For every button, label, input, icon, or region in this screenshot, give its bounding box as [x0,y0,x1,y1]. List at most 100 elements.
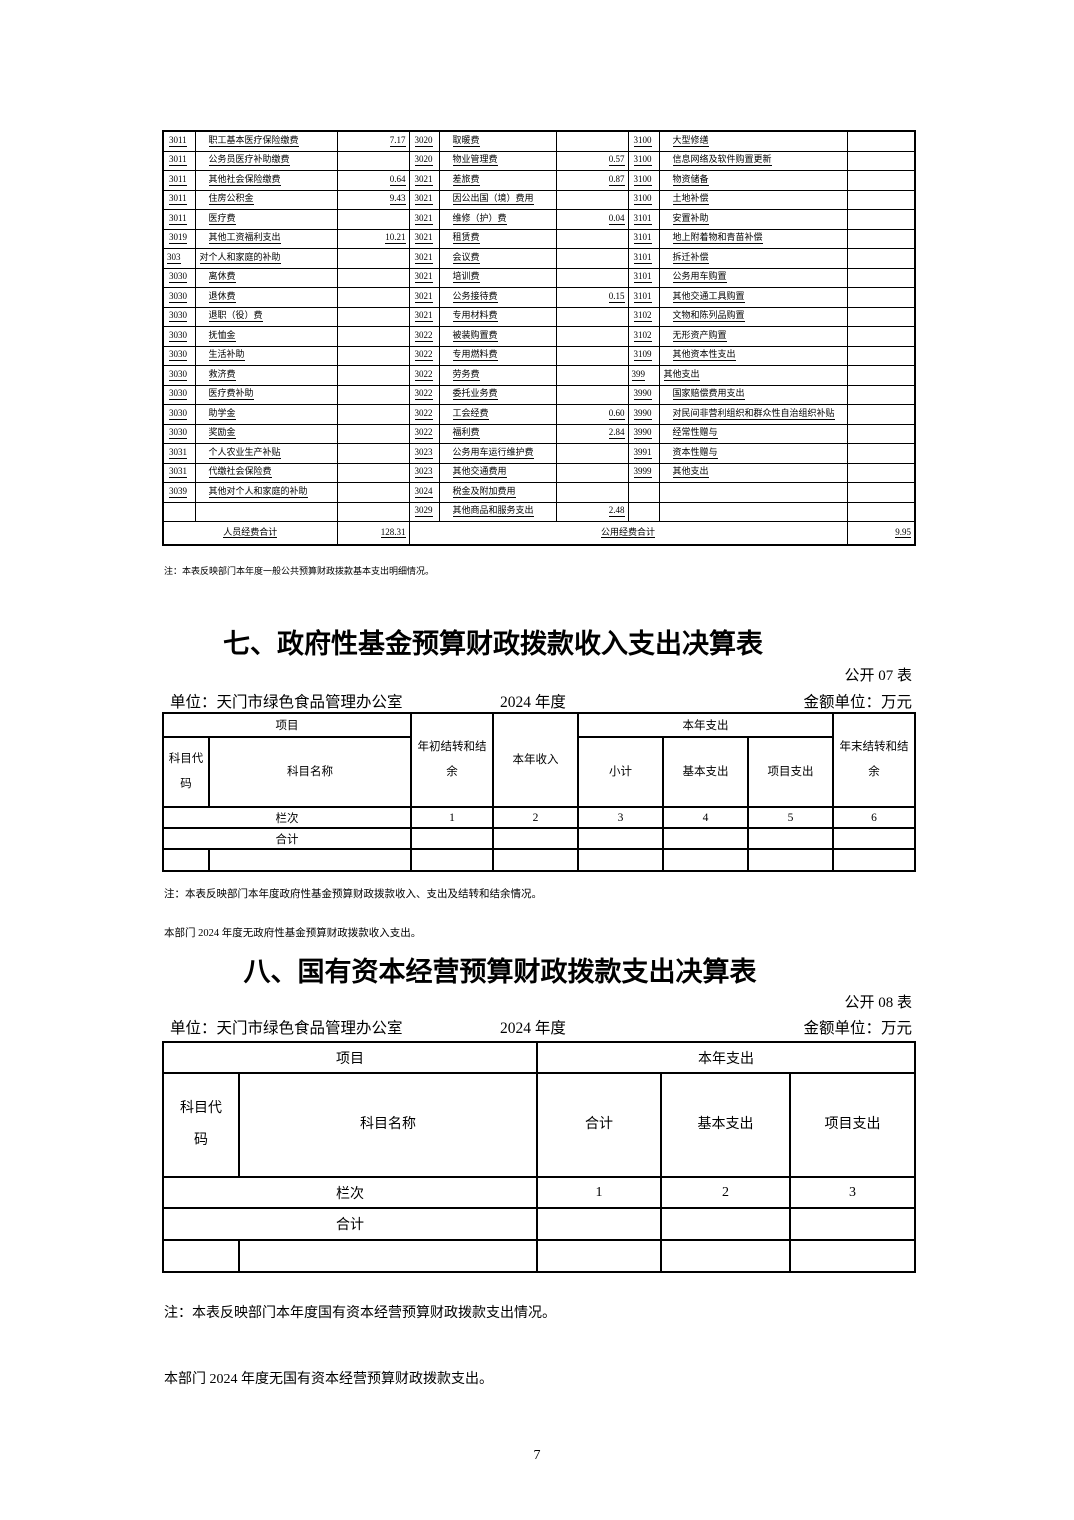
item-code-cell: 3021 [408,306,440,327]
t8-lanci-label: 栏次 [162,1176,538,1209]
detail-row: 303 对个人和家庭的补助 3021 会议费 3101 拆迁补偿 [162,248,916,269]
item-amount-cell [846,228,916,249]
item-amount-cell [555,130,629,152]
item-amount-cell [555,306,629,327]
t8-empty-cell [238,1239,538,1273]
item-amount-cell [846,326,916,347]
detail-row: 3029 其他商品和服务支出 2.48 [162,501,916,522]
item-amount-cell [846,365,916,386]
cell-text: 3031 [169,466,187,479]
item-code-cell [162,501,196,522]
item-amount-cell [336,482,410,503]
item-name-cell: 公务接待费 [438,287,557,308]
item-code-cell: 3101 [627,209,660,230]
cell-text: 福利费 [452,427,480,440]
item-name-cell: 医疗费补助 [194,384,338,405]
item-code-cell: 3021 [408,267,440,288]
item-code-cell: 3020 [408,130,440,152]
item-code-cell: 3101 [627,248,660,269]
item-amount-cell: 9.43 [336,189,410,210]
item-code-cell: 3021 [408,248,440,269]
t8-empty-cell [660,1207,791,1241]
personnel-total-value-cell: 128.31 [336,521,410,546]
item-name-cell: 退职（役）费 [194,306,338,327]
cell-text: 3023 [414,446,433,459]
item-amount-cell: 10.21 [336,228,410,249]
item-amount-cell [846,462,916,483]
cell-text: 3100 [633,193,652,206]
item-name-cell: 维修（护）费 [438,209,557,230]
cell-text: 代缴社会保险费 [208,466,272,479]
item-amount-cell [555,248,629,269]
item-amount-cell: 7.17 [336,130,410,152]
cell-text: 3101 [633,212,652,225]
cell-text: 其他工资福利支出 [208,232,281,245]
t7-total-row: 合计 [162,827,917,850]
item-code-cell: 3991 [627,443,660,464]
cell-text: 3030 [169,388,187,401]
item-amount-cell [846,423,916,444]
t7-empty-cell [410,827,494,850]
t8-project-expense-header: 项目支出 [788,1072,917,1178]
item-code-cell: 3030 [162,404,196,425]
cell-text: 差旅费 [452,173,480,186]
item-name-cell: 委托业务费 [438,384,557,405]
detail-row: 3011 医疗费 3021 维修（护）费 0.04 3101 安置补助 [162,209,916,230]
item-amount-cell: 0.57 [555,150,629,171]
item-name-cell: 奖励金 [194,423,338,444]
cell-text: 3100 [633,173,652,186]
cell-text: 专用燃料费 [452,349,498,362]
item-name-cell: 专用燃料费 [438,345,557,366]
t8-col-num-3: 3 [788,1176,917,1209]
t7-header-row-1: 项目 年初结转和结余 本年收入 本年支出 年末结转和结余 [162,712,917,808]
item-name-cell: 公务用车购置 [658,267,848,288]
detail-row: 3030 退休费 3021 公务接待费 0.15 3101 其他交通工具购置 [162,287,916,308]
section8-unit-name: 单位：天门市绿色食品管理办公室 [170,1020,403,1037]
item-amount-cell [336,365,410,386]
item-code-cell: 3022 [408,326,440,347]
t7-subtotal-header: 小计 [577,736,664,808]
item-name-cell: 因公出国（境）费用 [438,189,557,210]
item-code-cell: 3100 [627,170,660,191]
item-amount-cell [336,209,410,230]
public-total-label: 公用经费合计 [600,526,655,539]
cell-text: 物资储备 [672,173,709,186]
item-name-cell: 代缴社会保险费 [194,462,338,483]
cell-text: 3011 [169,134,187,147]
item-amount-cell [336,287,410,308]
item-code-cell: 3020 [408,150,440,171]
cell-text: 3999 [633,466,652,479]
cell-text: 0.64 [389,173,406,186]
cell-text: 无形资产购置 [672,329,727,342]
item-name-cell: 被装购置费 [438,326,557,347]
item-code-cell: 3031 [162,443,196,464]
section7-statement: 本部门 2024 年度无政府性基金预算财政拨款收入支出。 [164,928,422,939]
cell-text: 助学金 [208,407,236,420]
t7-empty-cell [492,848,579,872]
t7-col-num-3: 3 [577,806,664,829]
item-code-cell: 3011 [162,189,196,210]
item-code-cell: 3030 [162,345,196,366]
cell-text: 3011 [169,193,187,206]
item-amount-cell: 0.87 [555,170,629,191]
cell-text: 2.84 [608,427,625,440]
cell-text: 3030 [169,427,187,440]
item-amount-cell [336,150,410,171]
item-code-cell: 3990 [627,384,660,405]
cell-text: 抚恤金 [208,329,236,342]
t7-empty-cell [746,827,835,850]
cell-text: 3030 [169,349,187,362]
t7-basic-expense-header: 基本支出 [662,736,749,808]
cell-text: 职工基本医疗保险缴费 [208,134,299,147]
cell-text: 地上附着物和青苗补偿 [672,232,763,245]
cell-text: 3101 [633,232,652,245]
item-amount-cell [336,267,410,288]
item-code-cell: 3022 [408,365,440,386]
cell-text: 3022 [414,407,433,420]
item-code-cell: 3101 [627,267,660,288]
item-code-cell: 3011 [162,170,196,191]
cell-text: 劳务费 [452,368,480,381]
item-amount-cell [846,404,916,425]
item-amount-cell [336,306,410,327]
